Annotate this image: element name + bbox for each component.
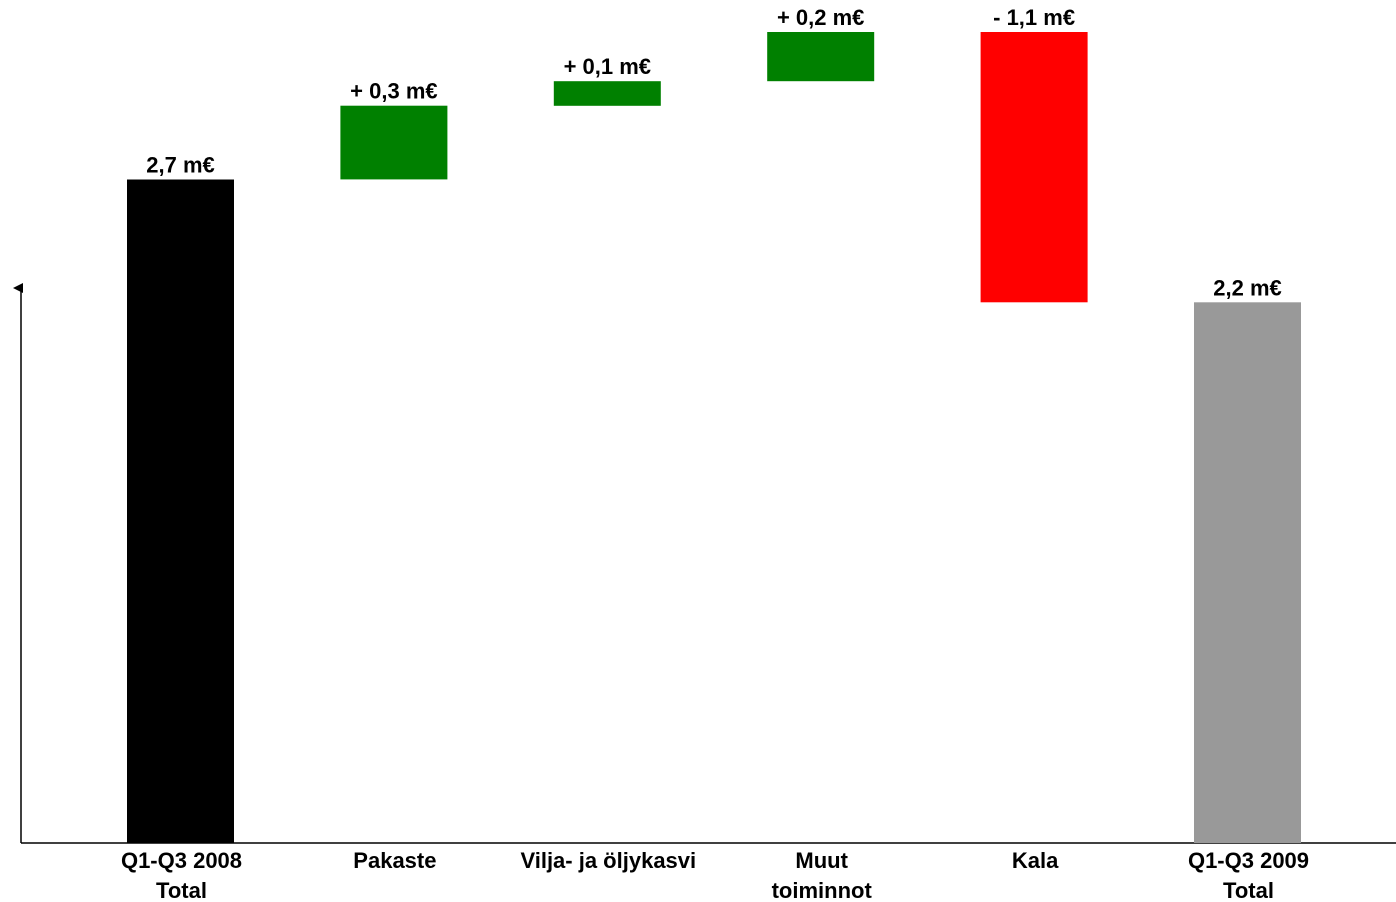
bar-group [127,32,1301,843]
data-label-2: + 0,1 m€ [564,54,651,79]
bar-5 [1194,302,1301,843]
bar-2 [553,81,661,106]
bar-4 [980,32,1088,303]
category-label-5-line-0: Q1-Q3 2009 [1188,848,1309,873]
bar-0 [127,179,234,843]
category-label-0-line-0: Q1-Q3 2008 [121,848,242,873]
category-label-group: Q1-Q3 2008 Total Pakaste Vilja- ja öljykasv… [121,848,1309,902]
data-label-5: 2,2 m€ [1213,275,1282,300]
category-label-1-line-0: Pakaste [353,848,436,873]
data-label-3: + 0,2 m€ [777,5,864,30]
data-label-1: + 0,3 m€ [350,79,437,104]
value-label-group: 2,7 m€ + 0,3 m€ + 0,1 m€ + 0,2 m€ - 1,1 m€ 2,… [146,5,1282,300]
chart-axes [13,283,1396,844]
category-label-0-line-1: Total [156,878,207,902]
data-label-0: 2,7 m€ [146,153,215,178]
bar-3 [767,32,875,82]
bar-1 [340,105,448,180]
data-label-4: - 1,1 m€ [993,5,1075,30]
category-label-2-line-0: Vilja- ja öljykasvi [520,848,696,873]
category-label-3-line-1: toiminnot [772,878,873,902]
category-label-5-line-1: Total [1223,878,1274,902]
category-label-4-line-0: Kala [1012,848,1059,873]
category-label-3-line-0: Muut [795,848,848,873]
